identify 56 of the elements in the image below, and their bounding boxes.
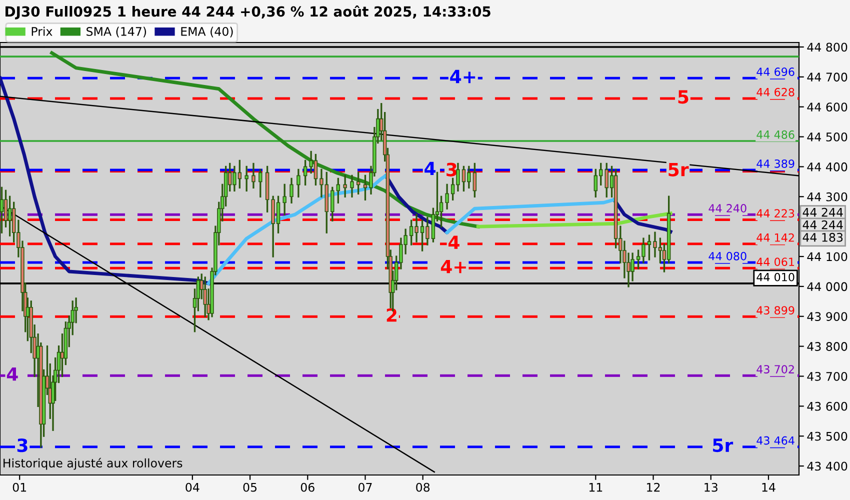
y-tick-label: 43 400 (807, 462, 848, 471)
chart-title: DJ30 Full0925 1 heure 44 244 +0,36 % 12 août 2025, 14:33:05 (6, 5, 490, 20)
x-tick-label: 14 (762, 483, 776, 492)
ref-line-label: 44 223 (756, 209, 794, 218)
x-tick-label: 12 (647, 482, 660, 492)
ref-line-label: 44 010 (756, 272, 794, 282)
ref-line-label: 44 240 (708, 204, 746, 212)
text: 44 244 (802, 208, 843, 217)
annotation: 4 (424, 162, 436, 175)
annotation: 4+ (450, 70, 476, 84)
x-tick-label: 13 (704, 482, 718, 492)
ref-line-label: 44 486 (756, 130, 794, 139)
x-tick-label: 06 (300, 482, 314, 492)
y-tick-label: 43 800 (807, 342, 848, 351)
legend-label: Prix (32, 26, 52, 36)
annotation: 5r (668, 163, 689, 176)
text: 44 244 (802, 220, 843, 230)
y-tick-label: 44 800 (807, 42, 848, 52)
text: 44 183 (802, 232, 843, 242)
legend-label: EMA (40) (181, 26, 233, 38)
y-tick-label: 44 300 (807, 192, 848, 202)
ref-line-label: 44 696 (756, 68, 794, 76)
annotation: 4 (448, 236, 460, 249)
ref-line-label: 44 080 (708, 252, 746, 260)
ref-line-label: 43 899 (756, 306, 794, 315)
y-tick-label: 44 500 (807, 132, 848, 142)
y-tick-label: 44 100 (807, 252, 848, 262)
annotation: 2 (386, 308, 396, 322)
y-tick-label: 44 600 (807, 102, 848, 112)
annotation: 4 (6, 367, 18, 381)
ref-line-label: 44 142 (756, 233, 794, 242)
annotation: Historique ajusté aux rollovers (4, 458, 182, 470)
ref-line-label: 43 702 (756, 365, 794, 374)
y-tick-label: 43 600 (807, 402, 848, 411)
x-tick-label: 07 (358, 482, 372, 492)
y-tick-label: 44 400 (807, 162, 848, 172)
ref-line-label: 44 061 (756, 258, 794, 266)
annotation: 3 (446, 162, 456, 176)
ref-line-label: 44 628 (756, 88, 794, 96)
ref-line-label: 43 464 (756, 436, 794, 445)
x-tick-label: 11 (589, 483, 602, 492)
y-tick-label: 43 500 (807, 432, 848, 441)
annotation: 3 (17, 438, 28, 452)
annotation: 4+ (440, 260, 466, 274)
legend-label: SMA (147) (86, 26, 146, 38)
x-tick-label: 04 (186, 482, 200, 492)
y-tick-label: 44 700 (807, 72, 848, 82)
x-tick-label: 05 (243, 482, 257, 492)
y-tick-label: 44 000 (807, 282, 848, 292)
x-tick-label: 01 (12, 482, 26, 492)
x-tick-label: 08 (416, 482, 430, 492)
y-tick-label: 43 900 (807, 312, 848, 322)
annotation: 5 (678, 90, 688, 104)
annotation: 5r (713, 438, 734, 452)
y-tick-label: 43 700 (807, 372, 848, 381)
ref-line-label: 44 389 (756, 159, 794, 168)
